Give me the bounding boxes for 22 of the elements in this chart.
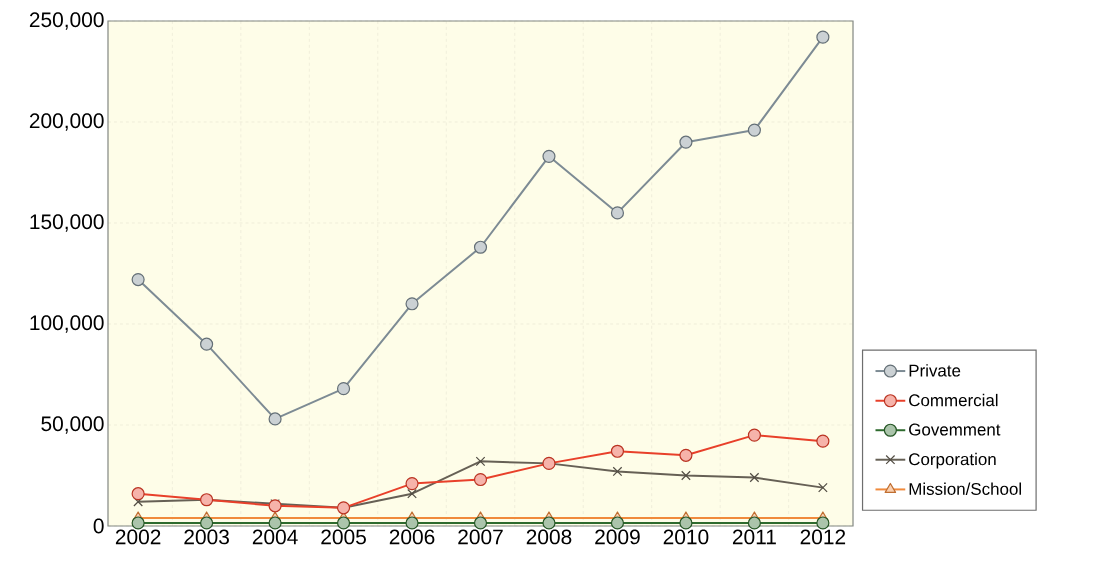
x-tick-label: 2010 — [663, 529, 709, 545]
x-tick-label: 2005 — [321, 529, 366, 545]
legend-label: Private — [909, 364, 961, 377]
x-tick-label: 2002 — [115, 529, 161, 545]
y-tick-label: 150,000 — [30, 214, 104, 232]
legend-label: Mission/School — [909, 482, 1021, 495]
y-tick-label: 0 — [93, 518, 104, 534]
x-tick-label: 2011 — [732, 529, 776, 545]
legend-label: Govemment — [909, 423, 1001, 436]
y-tick-label: 200,000 — [29, 113, 104, 131]
y-tick-label: 100,000 — [30, 315, 104, 333]
legend-label: Corporation — [909, 452, 996, 469]
y-tick-label: 250,000 — [29, 12, 104, 30]
x-tick-label: 2008 — [526, 529, 572, 545]
x-tick-label: 2003 — [184, 529, 229, 545]
x-tick-label: 2012 — [800, 529, 846, 545]
x-tick-label: 2004 — [252, 529, 298, 545]
legend-label: Commercial — [909, 393, 998, 407]
y-tick-label: 50,000 — [41, 416, 104, 434]
x-tick-label: 2009 — [595, 529, 640, 545]
x-tick-label: 2007 — [458, 529, 503, 545]
x-tick-label: 2006 — [389, 529, 435, 545]
